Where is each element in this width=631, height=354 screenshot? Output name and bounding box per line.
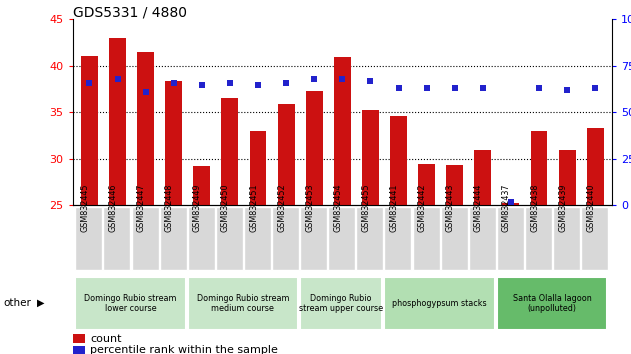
Text: count: count <box>90 334 121 344</box>
Bar <box>475 149 492 205</box>
Bar <box>581 207 608 269</box>
Text: GSM832443: GSM832443 <box>445 184 455 232</box>
Bar <box>558 149 575 205</box>
Text: percentile rank within the sample: percentile rank within the sample <box>90 345 278 354</box>
Text: GSM832448: GSM832448 <box>165 184 174 232</box>
Text: GSM832450: GSM832450 <box>221 184 230 232</box>
Bar <box>300 207 327 269</box>
Text: Domingo Rubio stream
medium course: Domingo Rubio stream medium course <box>197 294 289 313</box>
Text: GSM832454: GSM832454 <box>333 184 342 232</box>
Bar <box>334 57 351 205</box>
Bar <box>502 204 519 205</box>
Bar <box>250 131 266 205</box>
Bar <box>587 128 604 205</box>
Point <box>197 82 207 87</box>
Text: GSM832453: GSM832453 <box>305 184 314 232</box>
Point <box>534 85 544 91</box>
Point <box>478 85 488 91</box>
Bar <box>73 346 85 354</box>
Bar <box>469 207 496 269</box>
Bar <box>390 116 407 205</box>
Bar <box>413 207 440 269</box>
Point <box>253 82 263 87</box>
Point <box>85 80 95 85</box>
Bar <box>216 207 243 269</box>
Bar <box>103 207 131 269</box>
Point <box>590 85 600 91</box>
Bar <box>132 207 158 269</box>
Bar <box>328 207 355 269</box>
Point <box>506 199 516 204</box>
Text: GSM832452: GSM832452 <box>277 184 286 232</box>
Bar <box>73 334 85 343</box>
Bar <box>244 207 271 269</box>
Text: other: other <box>3 298 31 308</box>
Point <box>422 85 432 91</box>
Text: Santa Olalla lagoon
(unpolluted): Santa Olalla lagoon (unpolluted) <box>512 294 591 313</box>
Text: GSM832444: GSM832444 <box>474 184 483 232</box>
Point <box>365 78 375 84</box>
Text: GSM832439: GSM832439 <box>558 184 567 232</box>
Point <box>281 80 291 85</box>
Point <box>168 80 179 85</box>
Bar <box>525 207 552 269</box>
Text: GSM832438: GSM832438 <box>530 184 539 232</box>
Text: GSM832445: GSM832445 <box>80 184 90 232</box>
Bar <box>300 277 382 330</box>
Point <box>450 85 460 91</box>
Bar <box>446 165 463 205</box>
Point <box>141 89 151 95</box>
Bar <box>81 56 98 205</box>
Bar <box>75 277 186 330</box>
Text: phosphogypsum stacks: phosphogypsum stacks <box>392 299 487 308</box>
Point <box>309 76 319 82</box>
Bar <box>188 277 298 330</box>
Text: GSM832451: GSM832451 <box>249 184 258 232</box>
Bar <box>160 207 187 269</box>
Text: GDS5331 / 4880: GDS5331 / 4880 <box>73 5 187 19</box>
Bar <box>384 207 411 269</box>
Text: GSM832446: GSM832446 <box>109 184 117 232</box>
Bar <box>306 91 322 205</box>
Bar <box>531 131 548 205</box>
Bar <box>272 207 299 269</box>
Bar <box>137 52 154 205</box>
Text: GSM832440: GSM832440 <box>586 184 595 232</box>
Bar <box>221 98 239 205</box>
Point <box>562 87 572 93</box>
Text: GSM832449: GSM832449 <box>193 184 202 232</box>
Bar <box>165 81 182 205</box>
Bar <box>418 164 435 205</box>
Bar <box>497 207 524 269</box>
Point <box>337 76 347 82</box>
Text: GSM832441: GSM832441 <box>389 184 399 232</box>
Bar <box>357 207 384 269</box>
Bar <box>188 207 215 269</box>
Bar <box>553 207 580 269</box>
Bar <box>193 166 210 205</box>
Text: Domingo Rubio
stream upper course: Domingo Rubio stream upper course <box>299 294 383 313</box>
Bar <box>362 110 379 205</box>
Bar <box>109 38 126 205</box>
Point <box>112 76 122 82</box>
Text: ▶: ▶ <box>37 298 44 308</box>
Bar <box>75 207 102 269</box>
Text: GSM832442: GSM832442 <box>418 184 427 232</box>
Bar <box>440 207 468 269</box>
Text: Domingo Rubio stream
lower course: Domingo Rubio stream lower course <box>84 294 177 313</box>
Bar <box>384 277 495 330</box>
Point <box>225 80 235 85</box>
Text: GSM832455: GSM832455 <box>362 184 370 232</box>
Text: GSM832447: GSM832447 <box>137 184 146 232</box>
Text: GSM832437: GSM832437 <box>502 184 511 232</box>
Bar <box>497 277 607 330</box>
Bar <box>278 104 295 205</box>
Point <box>394 85 404 91</box>
